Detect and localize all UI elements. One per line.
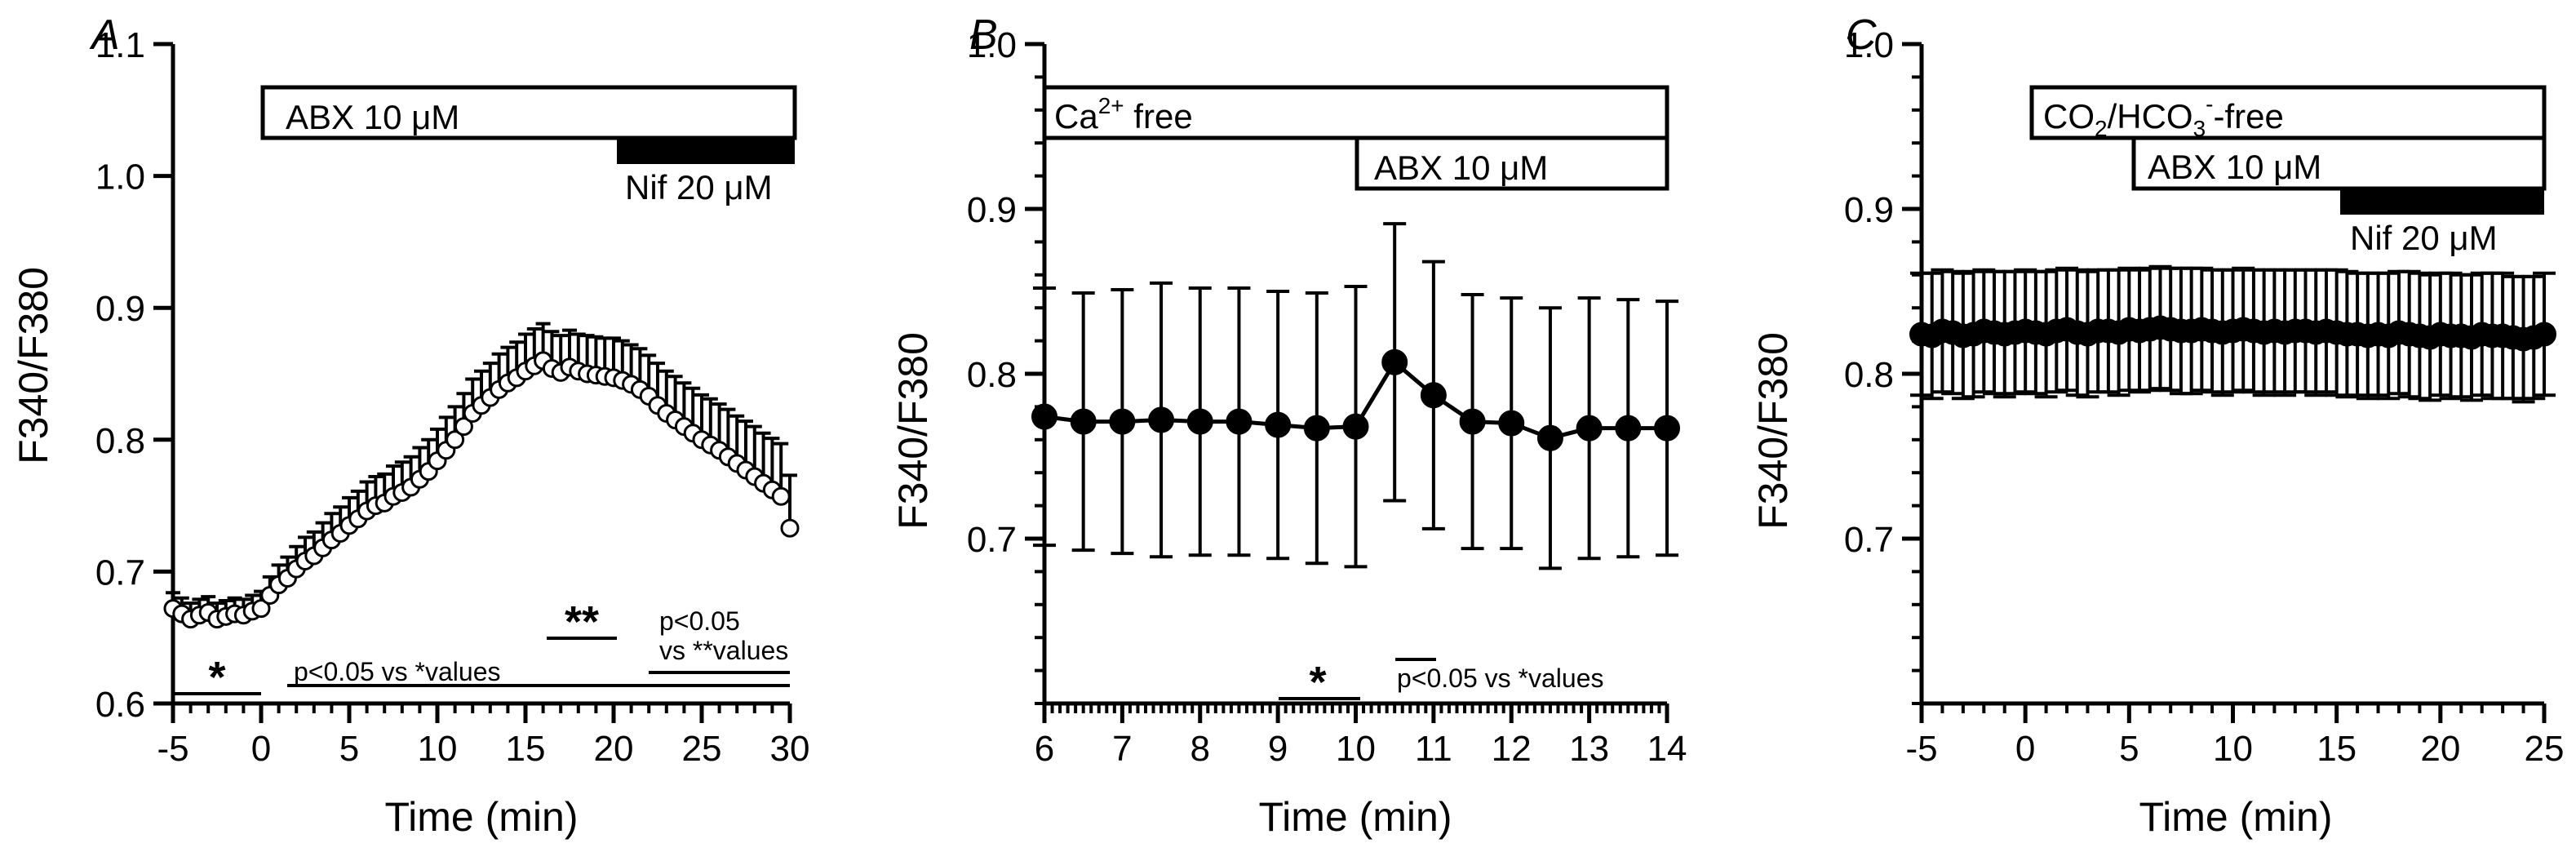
x-tick-label-c: -5: [1905, 729, 1937, 769]
y-tick-label-c: 0.7: [1844, 520, 1894, 560]
stat2-label-a-2: vs **values: [659, 636, 788, 665]
data-point-a: [251, 599, 271, 619]
data-point-b: [1342, 413, 1369, 440]
sig-dstar-a: **: [565, 597, 599, 646]
data-point-b: [1498, 410, 1525, 437]
data-point-b: [1186, 408, 1213, 435]
stat-label-b: p<0.05 vs *values: [1397, 664, 1604, 693]
y-tick-label-b: 0.9: [967, 190, 1017, 230]
nif-bar-c: [2340, 189, 2544, 215]
y-tick-label-c: 0.8: [1844, 355, 1894, 395]
data-point-b: [1031, 403, 1057, 430]
abx-bar-b: [1355, 135, 1669, 191]
data-point-b: [1459, 408, 1486, 435]
x-tick-label-a: -5: [157, 729, 188, 769]
y-axis-label-c: F340/F380: [1750, 332, 1796, 530]
abx-bar-a: [260, 85, 797, 140]
stat2-label-a-1: p<0.05: [659, 606, 740, 636]
co2-free-label-c: CO2/HCO3--free: [2043, 91, 2284, 141]
panel-a: A ABX 10 μM Nif 20 μM -5 0 5 10 15 20 25 30 0.6 0…: [11, 11, 809, 840]
y-axis-label-b: F340/F380: [890, 332, 936, 530]
x-tick-label-b: 14: [1647, 729, 1687, 769]
x-axis-label-a: Time (min): [384, 794, 578, 840]
axes-b: 6 7 8 9 10 11 12 13 14 0.7 0.8 0.9 1.0: [967, 25, 1687, 769]
data-point-b: [1109, 408, 1136, 435]
data-point-b: [1265, 411, 1292, 438]
axes-c: -5 0 5 10 15 20 25 0.7 0.8 0.9 1.0: [1844, 25, 2565, 769]
x-tick-label-b: 9: [1268, 729, 1288, 769]
panel-b: B Ca2+ free ABX 10 μM 6 7 8 9 10 11 12 13 14 0.7 0…: [890, 11, 1687, 840]
panel-letter-b: B: [969, 11, 998, 59]
x-tick-label-a: 15: [506, 729, 546, 769]
x-tick-label-c: 25: [2525, 729, 2565, 769]
x-tick-label-a: 30: [770, 729, 810, 769]
data-point-b: [1148, 406, 1175, 433]
data-point-b: [1420, 382, 1447, 409]
panel-letter-a: A: [89, 11, 120, 59]
x-tick-label-a: 5: [339, 729, 359, 769]
data-point-b: [1226, 408, 1253, 435]
data-point-a: [446, 430, 465, 450]
y-tick-label-b: 0.8: [967, 355, 1017, 395]
data-point-a: [780, 518, 800, 538]
sig-star-a: *: [208, 653, 225, 702]
y-tick-label-a: 0.6: [95, 685, 145, 725]
nif-label-a: Nif 20 μM: [625, 168, 773, 206]
data-point-b: [1654, 415, 1680, 442]
y-tick-label-c: 0.9: [1844, 190, 1894, 230]
x-tick-label-b: 13: [1569, 729, 1609, 769]
panel-letter-c: C: [1846, 11, 1877, 59]
data-point-b: [1070, 408, 1097, 435]
sig-star-b: *: [1309, 658, 1326, 707]
x-tick-label-c: 5: [2119, 729, 2139, 769]
data-point-b: [1615, 415, 1642, 442]
x-tick-label-b: 6: [1035, 729, 1054, 769]
y-tick-label-a: 1.0: [95, 158, 145, 197]
x-tick-label-c: 20: [2420, 729, 2460, 769]
data-point-b: [1576, 415, 1603, 442]
abx-label-a: ABX 10 μM: [286, 98, 459, 136]
ca-free-label-b: Ca2+ free: [1054, 93, 1193, 135]
x-tick-label-a: 10: [418, 729, 458, 769]
y-tick-label-a: 1.1: [95, 25, 145, 65]
abx-label-c: ABX 10 μM: [2148, 148, 2321, 186]
x-tick-label-b: 8: [1190, 729, 1210, 769]
x-tick-label-b: 10: [1336, 729, 1376, 769]
y-tick-label-c: 1.0: [1844, 25, 1894, 65]
data-point-a: [454, 417, 473, 437]
data-point-b: [1381, 348, 1408, 375]
x-tick-label-c: 10: [2213, 729, 2253, 769]
data-point-b: [1303, 415, 1330, 442]
y-tick-label-a: 0.8: [95, 421, 145, 461]
x-tick-label-a: 20: [594, 729, 634, 769]
data-point-b: [1536, 424, 1563, 451]
abx-bar-c: [2131, 135, 2547, 191]
x-axis-label-c: Time (min): [2139, 794, 2332, 840]
y-axis-label-a: F340/F380: [11, 267, 56, 464]
data-point-c: [2532, 322, 2556, 347]
x-tick-label-c: 15: [2317, 729, 2357, 769]
x-tick-label-b: 7: [1112, 729, 1132, 769]
panel-c: C CO2/HCO3--free ABX 10 μM Nif 20 μM -5 0…: [1750, 11, 2564, 840]
y-tick-label-b: 1.0: [967, 25, 1017, 65]
data-point-a: [771, 486, 791, 506]
stat-label-a: p<0.05 vs *values: [294, 657, 501, 686]
y-tick-label-b: 0.7: [967, 520, 1017, 560]
y-tick-label-a: 0.9: [95, 289, 145, 329]
nif-label-c: Nif 20 μM: [2350, 219, 2498, 257]
x-axis-label-b: Time (min): [1258, 794, 1452, 840]
x-tick-label-a: 0: [251, 729, 271, 769]
nif-bar-a: [617, 138, 795, 164]
series-a: [163, 322, 800, 629]
series-b: [1031, 222, 1680, 570]
abx-label-b: ABX 10 μM: [1374, 149, 1548, 187]
x-tick-label-a: 25: [682, 729, 722, 769]
series-c: [1909, 264, 2556, 404]
x-tick-label-b: 12: [1492, 729, 1532, 769]
x-tick-label-c: 0: [2015, 729, 2035, 769]
y-tick-label-a: 0.7: [95, 553, 145, 592]
x-tick-label-b: 11: [1415, 729, 1452, 769]
